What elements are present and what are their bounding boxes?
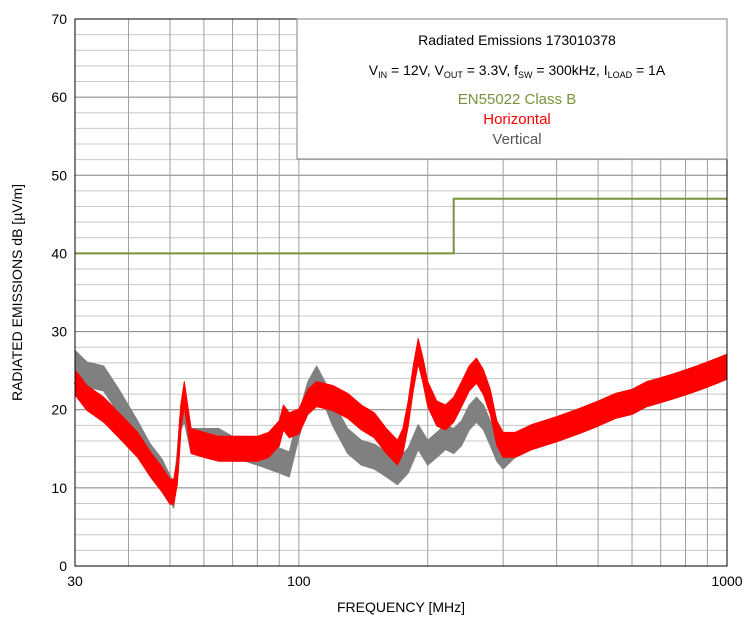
legend-entry-horizontal: Horizontal — [483, 111, 551, 128]
y-tick-label: 40 — [51, 245, 67, 261]
fsw-label: f — [514, 62, 518, 78]
iload-value: = 1A — [632, 62, 666, 78]
horizontal-trace — [73, 349, 728, 494]
x-axis-label: FREQUENCY [MHz] — [337, 599, 465, 615]
y-axis-label: RADIATED EMISSIONS dB [µV/m] — [9, 184, 25, 401]
y-tick-label: 20 — [51, 402, 67, 418]
vin-sub: IN — [378, 70, 387, 80]
x-tick-label: 100 — [287, 573, 311, 589]
vin-value: = 12V, — [387, 62, 434, 78]
y-tick-label: 60 — [51, 89, 67, 105]
y-tick-label: 0 — [59, 558, 67, 574]
chart-title: Radiated Emissions 173010378 — [418, 32, 616, 48]
vout-value: = 3.3V, — [463, 62, 514, 78]
legend: Radiated Emissions 173010378 VIN = 12V, … — [296, 18, 728, 160]
legend-entry-limit: EN55022 Class B — [458, 91, 576, 108]
legend-background — [296, 18, 728, 160]
test-conditions: VIN = 12V, VOUT = 3.3V, fSW = 300kHz, IL… — [369, 62, 666, 80]
y-tick-label: 30 — [51, 324, 67, 340]
iload-sub: LOAD — [608, 70, 633, 80]
vout-label: V — [435, 62, 445, 78]
x-tick-label: 1000 — [711, 573, 742, 589]
y-tick-label: 10 — [51, 480, 67, 496]
vin-label: V — [369, 62, 379, 78]
y-tick-label: 50 — [51, 167, 67, 183]
iload-label: I — [604, 62, 608, 78]
fsw-sub: SW — [518, 70, 533, 80]
limit-line — [75, 197, 727, 255]
x-tick-label: 30 — [67, 573, 83, 589]
tick-labels: 0 10 20 30 40 50 60 70 30 100 1000 — [51, 11, 742, 589]
y-tick-label: 70 — [51, 11, 67, 27]
legend-entry-vertical: Vertical — [492, 131, 541, 148]
series-layer — [73, 197, 728, 509]
fsw-value: = 300kHz, — [532, 62, 603, 78]
vout-sub: OUT — [444, 70, 464, 80]
